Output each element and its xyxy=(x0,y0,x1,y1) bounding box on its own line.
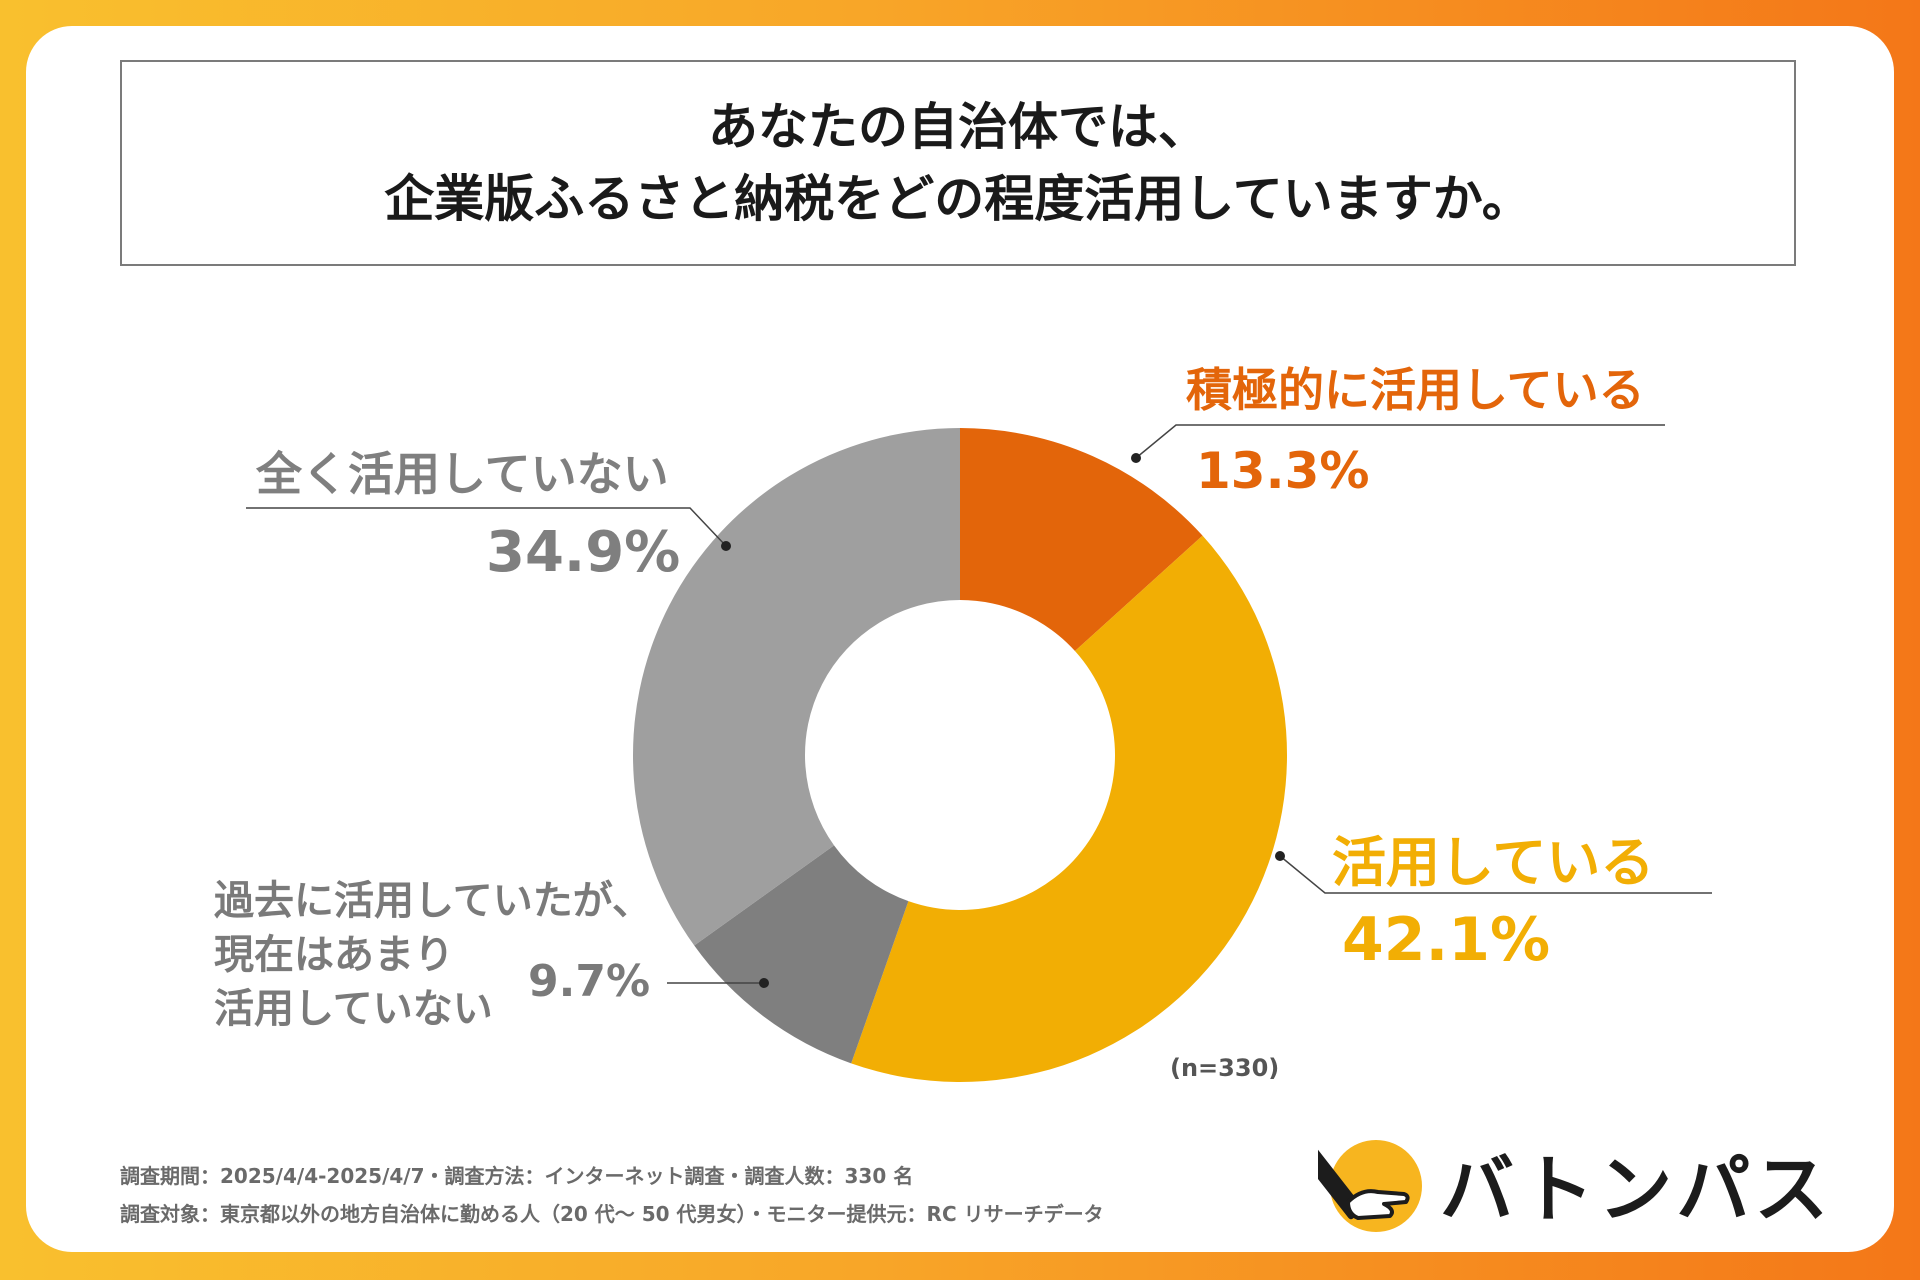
leader-line-active xyxy=(1135,424,1665,459)
title-box: あなたの自治体では、 企業版ふるさと納税をどの程度活用していますか。 xyxy=(120,60,1796,266)
donut-slices xyxy=(633,428,1288,1082)
leader-line-using xyxy=(1279,855,1712,894)
leader-dot-using xyxy=(1275,851,1285,861)
label-none-name: 全く活用していない xyxy=(256,447,669,501)
baton-hand-icon xyxy=(1318,1139,1422,1232)
label-past-line-1: 過去に活用していたが、 xyxy=(214,878,652,924)
label-active-name: 積極的に活用している xyxy=(1186,363,1645,417)
label-past-line-2: 現在はあまり xyxy=(214,932,454,978)
title-line-2: 企業版ふるさと納税をどの程度活用していますか。 xyxy=(384,170,1532,228)
footnote-survey-target: 調査対象：東京都以外の地方自治体に勤める人（20 代〜 50 代男女）・モニター… xyxy=(120,1202,1104,1226)
label-none-pct: 34.9% xyxy=(486,520,681,585)
label-past-line-3: 活用していない xyxy=(214,986,493,1032)
title-line-1: あなたの自治体では、 xyxy=(708,98,1208,156)
leader-dot-past xyxy=(759,978,769,988)
slice-active xyxy=(960,428,1203,652)
leader-dot-none xyxy=(721,541,731,551)
leader-dot-active xyxy=(1131,453,1141,463)
label-using-name: 活用している xyxy=(1332,831,1655,894)
label-past-name: 過去に活用していたが、 現在はあまり 活用していない xyxy=(214,874,652,1036)
slice-none xyxy=(633,428,960,946)
label-active-pct: 13.3% xyxy=(1196,442,1370,500)
label-past-pct: 9.7% xyxy=(528,956,651,1007)
leader-lines xyxy=(246,424,1712,984)
leader-line-none xyxy=(246,507,727,547)
footnote-survey-method: 調査期間：2025/4/4-2025/4/7・調査方法：インターネット調査・調査… xyxy=(120,1164,914,1188)
slice-using xyxy=(851,535,1288,1082)
label-using-pct: 42.1% xyxy=(1342,905,1551,975)
brand-logo: バトンパス xyxy=(1318,1130,1832,1237)
brand-name: バトンパス xyxy=(1440,1147,1833,1233)
slice-past xyxy=(694,845,909,1064)
sample-size-label: (n=330) xyxy=(1170,1054,1280,1082)
leader-dots xyxy=(721,453,1285,988)
